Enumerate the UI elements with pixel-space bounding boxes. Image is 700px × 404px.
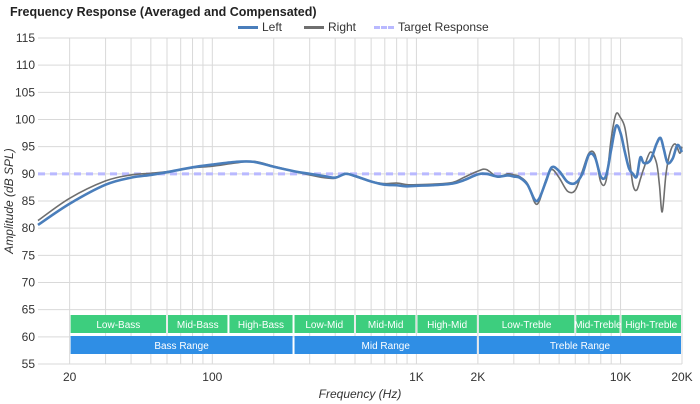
band-low-treble — [478, 315, 575, 333]
x-tick-label: 20 — [63, 370, 77, 384]
band-treble-range — [478, 336, 681, 354]
band-label: Low-Mid — [305, 320, 343, 331]
y-tick-label: 80 — [22, 221, 36, 235]
y-tick-label: 55 — [22, 357, 36, 371]
x-tick-label: 10K — [610, 370, 631, 384]
legend-swatch-target-response — [374, 25, 394, 29]
legend-label-left: Left — [262, 20, 283, 34]
legend-label-right: Right — [328, 20, 357, 34]
band-label: Low-Bass — [96, 320, 140, 331]
chart-title: Frequency Response (Averaged and Compens… — [10, 5, 317, 19]
y-tick-label: 100 — [15, 113, 35, 127]
band-label: High-Mid — [427, 320, 467, 331]
band-label: High-Bass — [238, 320, 284, 331]
band-low-bass — [70, 315, 167, 333]
band-high-mid — [417, 315, 477, 333]
legend: Left Right Target Response — [0, 20, 700, 36]
y-tick-label: 60 — [22, 330, 36, 344]
band-label: Mid Range — [362, 341, 411, 352]
band-mid-range — [294, 336, 477, 354]
y-tick-label: 90 — [22, 167, 36, 181]
frequency-bands: Low-Bass Mid-Bass High-Bass Low-Mid Mid-Mid H… — [70, 315, 681, 354]
legend-item-right[interactable]: Right — [304, 20, 356, 34]
y-tick-label: 105 — [15, 85, 35, 99]
y-tick-label: 95 — [22, 140, 36, 154]
band-mid-bass — [168, 315, 228, 333]
y-tick-label: 85 — [22, 194, 36, 208]
y-tick-label: 65 — [22, 303, 36, 317]
legend-swatch-right — [304, 25, 324, 29]
y-tick-label: 110 — [16, 58, 35, 72]
band-label: Bass Range — [154, 341, 209, 352]
band-label: Low-Treble — [502, 320, 552, 331]
band-mid-mid — [355, 315, 416, 333]
grid-lines — [38, 37, 683, 365]
band-label: Mid-Treble — [574, 320, 622, 331]
x-axis-label: Frequency (Hz) — [319, 387, 402, 401]
y-tick-label: 70 — [22, 276, 36, 290]
legend-label-target-response: Target Response — [398, 20, 489, 34]
band-low-mid — [294, 315, 354, 333]
x-tick-label: 100 — [202, 370, 222, 384]
band-label: Mid-Mid — [368, 320, 404, 331]
x-tick-label: 2K — [471, 370, 486, 384]
x-tick-label: 20K — [671, 370, 692, 384]
legend-item-target-response[interactable]: Target Response — [374, 20, 489, 34]
band-label: Mid-Bass — [177, 320, 219, 331]
x-tick-label: 1K — [409, 370, 424, 384]
band-label: High-Treble — [625, 320, 677, 331]
band-bass-range — [70, 336, 293, 354]
y-tick-label: 75 — [22, 248, 36, 262]
y-axis-label: Amplitude (dB SPL) — [2, 148, 16, 254]
band-mid-treble — [576, 315, 620, 333]
legend-item-left[interactable]: Left — [238, 20, 282, 34]
y-tick-label: 115 — [16, 31, 35, 45]
band-high-bass — [229, 315, 293, 333]
legend-swatch-left — [238, 25, 258, 29]
band-high-treble — [621, 315, 681, 333]
band-label: Treble Range — [550, 341, 611, 352]
series-line-left — [37, 124, 684, 226]
